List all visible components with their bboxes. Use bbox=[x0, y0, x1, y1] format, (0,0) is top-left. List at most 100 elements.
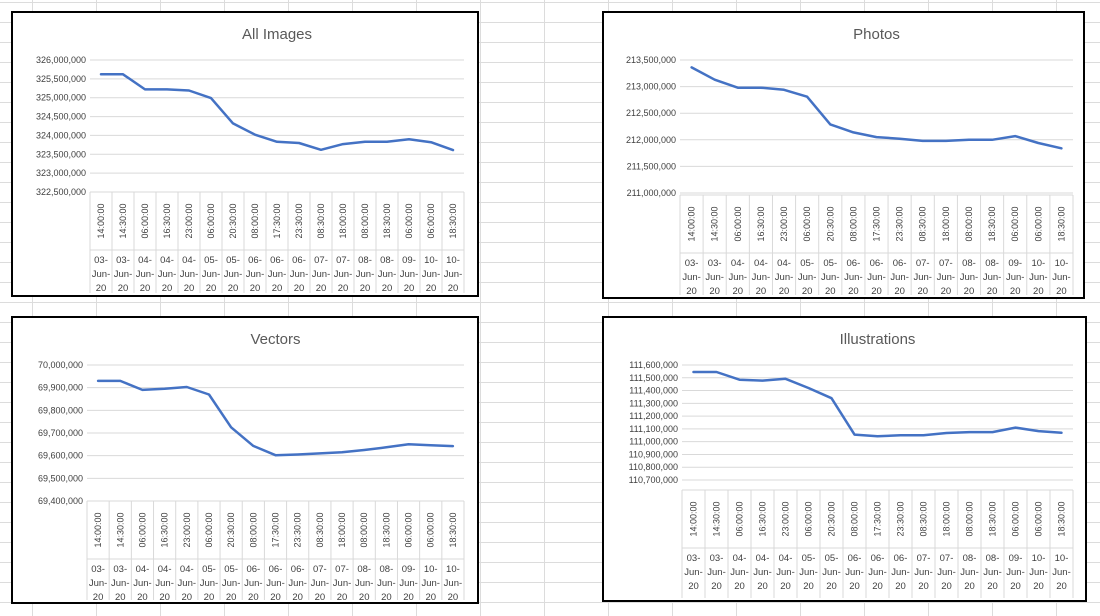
x-date-label: 05- bbox=[802, 553, 816, 564]
chart-photos[interactable]: Photos 213,500,000 213,000,000 212,500,000 2… bbox=[602, 11, 1085, 299]
x-date-label: Jun- bbox=[111, 578, 129, 589]
x-date-label: Jun- bbox=[202, 269, 220, 280]
series-line bbox=[692, 370, 1063, 438]
x-date-label: Jun- bbox=[92, 269, 110, 280]
x-date-label: 10- bbox=[1031, 258, 1045, 269]
x-time-label: 17:30:00 bbox=[872, 206, 882, 241]
x-time-label: 18:30:00 bbox=[1057, 501, 1067, 536]
x-date-label: Jun- bbox=[799, 567, 817, 578]
x-date-label: Jun- bbox=[180, 269, 198, 280]
x-date-label: 20 bbox=[382, 283, 393, 294]
x-date-label: 07- bbox=[939, 258, 953, 269]
x-time-label: 14:00:00 bbox=[96, 203, 106, 238]
chart-illustrations[interactable]: Illustrations 111,600,000 111,500,000 111,4… bbox=[602, 316, 1087, 602]
x-date-label: 09- bbox=[1008, 258, 1022, 269]
series-line bbox=[690, 66, 1063, 150]
x-date-label: Jun- bbox=[89, 578, 107, 589]
x-time-label: 06:00:00 bbox=[404, 512, 414, 547]
x-date-label: 04- bbox=[182, 255, 196, 266]
x-date-label: Jun- bbox=[867, 272, 885, 283]
x-time-label: 23:00:00 bbox=[781, 501, 791, 536]
x-time-label: 17:30:00 bbox=[272, 203, 282, 238]
y-tick-label: 111,300,000 bbox=[629, 398, 678, 408]
x-date-label: 20 bbox=[686, 286, 697, 297]
y-tick-label: 213,000,000 bbox=[626, 82, 676, 92]
x-date-label: Jun- bbox=[821, 272, 839, 283]
y-tick-label: 212,000,000 bbox=[626, 135, 676, 145]
x-date-label: 20 bbox=[226, 592, 237, 602]
x-date-label: 20 bbox=[1010, 286, 1021, 297]
x-time-label: 18:30:00 bbox=[448, 203, 458, 238]
x-time-label: 18:30:00 bbox=[988, 501, 998, 536]
x-date-label: 03- bbox=[687, 553, 701, 564]
x-time-label: 23:30:00 bbox=[896, 501, 906, 536]
x-date-label: Jun- bbox=[822, 567, 840, 578]
chart-all-images[interactable]: All Images 326,000,000 325,500,000 325,000,… bbox=[11, 11, 479, 297]
x-date-label: 20 bbox=[964, 581, 975, 592]
x-time-label: 18:30:00 bbox=[381, 512, 391, 547]
x-date-label: 09- bbox=[402, 255, 416, 266]
x-date-label: 03- bbox=[94, 255, 108, 266]
chart-illustrations-svg: Illustrations 111,600,000 111,500,000 111,4… bbox=[629, 331, 1074, 598]
x-date-label: 09- bbox=[402, 564, 416, 575]
x-time-label: 06:00:00 bbox=[404, 203, 414, 238]
x-date-label: 08- bbox=[380, 255, 394, 266]
x-date-label: 20 bbox=[270, 592, 281, 602]
chart-vectors[interactable]: Vectors 70,000,000 69,900,000 69,800,000 69,… bbox=[11, 316, 479, 604]
x-date-label: 06- bbox=[893, 258, 907, 269]
x-date-label: 20 bbox=[337, 592, 348, 602]
x-date-label: 20 bbox=[711, 581, 722, 592]
x-time-label: 16:30:00 bbox=[162, 203, 172, 238]
x-date-label: Jun- bbox=[890, 272, 908, 283]
x-date-label: 20 bbox=[315, 592, 326, 602]
x-time-label: 06:00:00 bbox=[426, 203, 436, 238]
x-date-label: 20 bbox=[115, 592, 126, 602]
x-date-label: 20 bbox=[987, 581, 998, 592]
x-time-label: 20:30:00 bbox=[228, 203, 238, 238]
series-line bbox=[99, 73, 455, 152]
y-tick-label: 69,800,000 bbox=[38, 405, 83, 415]
x-date-label: 20 bbox=[734, 581, 745, 592]
x-date-label: 05- bbox=[204, 255, 218, 266]
x-date-label: 07- bbox=[313, 564, 327, 575]
x-time-label: 14:30:00 bbox=[712, 501, 722, 536]
x-date-label: 03- bbox=[708, 258, 722, 269]
x-date-label: Jun- bbox=[114, 269, 132, 280]
y-tick-label: 70,000,000 bbox=[38, 360, 83, 370]
x-date-label: 20 bbox=[872, 581, 883, 592]
x-date-label: 20 bbox=[250, 283, 261, 294]
x-date-label: Jun- bbox=[1052, 272, 1070, 283]
x-date-label: Jun- bbox=[400, 269, 418, 280]
x-date-label: 20 bbox=[895, 581, 906, 592]
x-time-label: 06:00:00 bbox=[204, 512, 214, 547]
x-date-label: Jun- bbox=[222, 578, 240, 589]
x-time-label: 16:30:00 bbox=[758, 501, 768, 536]
x-date-label: 08- bbox=[380, 564, 394, 575]
x-date-label: 08- bbox=[985, 258, 999, 269]
chart-all-images-svg: All Images 326,000,000 325,500,000 325,000,… bbox=[36, 26, 465, 294]
y-tick-label: 69,500,000 bbox=[38, 473, 83, 483]
x-date-label: Jun- bbox=[356, 269, 374, 280]
x-time-label: 23:00:00 bbox=[184, 203, 194, 238]
x-date-label: 10- bbox=[446, 564, 460, 575]
x-time-label: 06:00:00 bbox=[733, 206, 743, 241]
x-time-label: 06:00:00 bbox=[802, 206, 812, 241]
x-date-label: Jun- bbox=[891, 567, 909, 578]
x-date-label: Jun- bbox=[444, 269, 462, 280]
x-time-label: 18:30:00 bbox=[382, 203, 392, 238]
x-date-label: 20 bbox=[248, 592, 259, 602]
x-date-label: Jun- bbox=[753, 567, 771, 578]
x-date-label: 07- bbox=[940, 553, 954, 564]
x-date-label: 20 bbox=[381, 592, 392, 602]
x-date-label: Jun- bbox=[960, 272, 978, 283]
x-date-label: Jun- bbox=[914, 567, 932, 578]
y-tick-label: 110,800,000 bbox=[629, 462, 678, 472]
x-date-label: 20 bbox=[228, 283, 239, 294]
x-date-label: 03- bbox=[710, 553, 724, 564]
x-date-label: 20 bbox=[917, 286, 928, 297]
x-date-label: Jun- bbox=[937, 567, 955, 578]
x-date-label: 10- bbox=[446, 255, 460, 266]
x-time-label: 18:30:00 bbox=[1056, 206, 1066, 241]
y-tick-label: 323,000,000 bbox=[36, 168, 86, 178]
x-date-label: 03- bbox=[685, 258, 699, 269]
